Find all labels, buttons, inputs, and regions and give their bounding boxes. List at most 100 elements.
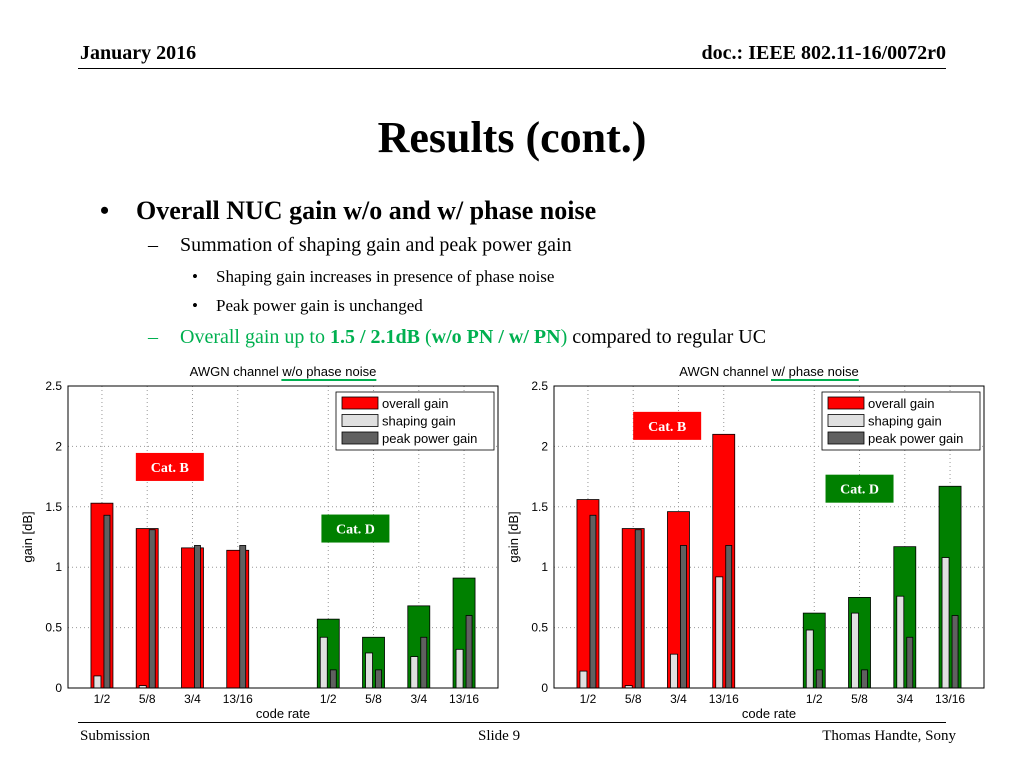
cat-b-annotation-label: Cat. B: [151, 461, 189, 476]
bar-peak-power-gain: [239, 545, 247, 689]
legend-label: shaping gain: [382, 414, 456, 429]
bar-peak-power-gain: [375, 669, 382, 689]
y-tick-label: 1.5: [45, 500, 62, 514]
bullet-sub1-item-1: • Shaping gain increases in presence of p…: [192, 267, 554, 287]
bullet-sub1: – Summation of shaping gain and peak powe…: [148, 234, 572, 257]
slide-title: Results (cont.): [377, 113, 647, 162]
legend-swatch: [341, 414, 379, 427]
legend-swatch: [827, 414, 865, 427]
header-doc-id: doc.: IEEE 802.11-16/0072r0: [701, 42, 946, 64]
x-tick-label: 13/16: [709, 692, 739, 706]
bullet-sub2-paren-close: ): [560, 326, 568, 348]
y-tick-label: 1: [55, 560, 62, 574]
legend-label: overall gain: [382, 396, 449, 411]
bar-peak-power-gain: [906, 636, 914, 689]
bar-peak-power-gain: [465, 615, 473, 689]
y-tick-label: 2.5: [45, 379, 62, 393]
x-tick-label: 1/2: [94, 692, 111, 706]
cat-b-annotation-label: Cat. B: [648, 420, 686, 435]
cat-d-annotation-label: Cat. D: [840, 483, 879, 498]
y-tick-label: 1.5: [531, 500, 548, 514]
y-tick-label: 2: [541, 439, 548, 453]
bar-peak-power-gain: [589, 514, 597, 689]
bullet-sub2-prefix: Overall gain up to: [180, 326, 330, 348]
legend-label: overall gain: [868, 396, 935, 411]
legend-label: peak power gain: [868, 431, 963, 446]
bullet-main-text: Overall NUC gain w/o and w/ phase noise: [136, 196, 597, 225]
bullet-dot: •: [100, 196, 110, 225]
legend-swatch: [827, 431, 865, 445]
bullet-sub1-item-2-text: Peak power gain is unchanged: [216, 296, 423, 315]
chart-without-phase-noise: AWGN channel w/o phase noise 0 0.5 1 1.5 2 2.5…: [20, 364, 499, 721]
y-axis-label: gain [dB]: [506, 511, 521, 562]
bullet-sub2-paren-open: (: [420, 326, 432, 348]
legend-swatch: [341, 396, 379, 410]
bullet-sub2: – Overall gain up to 1.5 / 2.1dB (w/o PN …: [148, 326, 766, 349]
bullet-sub1-item-1-text: Shaping gain increases in presence of ph…: [216, 267, 555, 286]
x-tick-label: 1/2: [806, 692, 823, 706]
bullet-sub2-suffix: compared to regular UC: [567, 326, 767, 348]
bar-shaping-gain: [715, 576, 724, 689]
legend-swatch: [827, 396, 865, 410]
chart-title-prefix: AWGN channel: [679, 364, 772, 379]
x-tick-label: 5/8: [365, 692, 382, 706]
bar-peak-power-gain: [148, 529, 156, 689]
bar-peak-power-gain: [725, 545, 733, 689]
bar-shaping-gain: [365, 652, 373, 689]
plot-frame: [67, 385, 499, 689]
x-tick-label: 5/8: [625, 692, 642, 706]
bar-shaping-gain: [319, 636, 328, 689]
x-tick-label: 1/2: [320, 692, 337, 706]
y-tick-label: 0: [55, 681, 62, 695]
cat-d-annotation-box: [825, 474, 894, 503]
x-tick-label: 3/4: [670, 692, 687, 706]
legend-swatch: [341, 431, 379, 445]
legend-label: shaping gain: [868, 414, 942, 429]
legend-label: peak power gain: [382, 431, 477, 446]
bar-peak-power-gain: [420, 636, 428, 689]
footer-rule: [78, 722, 946, 723]
x-tick-label: 3/4: [896, 692, 913, 706]
bar-shaping-gain: [805, 629, 814, 689]
bar-shaping-gain: [455, 648, 464, 689]
cat-b-annotation-box: [633, 411, 702, 440]
x-tick-label: 13/16: [449, 692, 479, 706]
x-tick-label: 5/8: [851, 692, 868, 706]
chart-title-underlined: w/ phase noise: [771, 364, 859, 379]
y-tick-label: 0.5: [531, 621, 548, 635]
bar-peak-power-gain: [951, 615, 959, 689]
bullet-sub2-paren-bold: w/o PN / w/ PN: [431, 326, 561, 348]
bar-shaping-gain: [896, 595, 905, 689]
chart-title-underlined: w/o phase noise: [281, 364, 376, 379]
footer-slide-number: Slide 9: [478, 728, 521, 744]
x-tick-label: 3/4: [410, 692, 427, 706]
bullet-dash: –: [148, 234, 158, 256]
bar-peak-power-gain: [634, 529, 642, 689]
y-tick-label: 1: [541, 560, 548, 574]
bullet-dot: •: [192, 296, 198, 315]
bar-peak-power-gain: [815, 669, 823, 689]
header-date: January 2016: [80, 42, 197, 64]
bar-shaping-gain: [851, 612, 859, 689]
y-tick-label: 2.5: [531, 379, 548, 393]
footer-submission: Submission: [80, 728, 151, 744]
y-tick-label: 0.5: [45, 621, 62, 635]
header-rule: [78, 68, 946, 69]
bullet-sub1-item-2: • Peak power gain is unchanged: [192, 296, 423, 316]
plot-frame: [553, 385, 985, 689]
bar-shaping-gain: [941, 557, 950, 689]
bullet-dot: •: [192, 267, 198, 286]
bar-shaping-gain: [579, 670, 588, 689]
x-tick-label: 13/16: [223, 692, 253, 706]
x-tick-label: 3/4: [184, 692, 201, 706]
chart-title-prefix: AWGN channel: [190, 364, 283, 379]
y-tick-label: 2: [55, 439, 62, 453]
x-tick-label: 13/16: [935, 692, 965, 706]
x-axis-label: code rate: [742, 706, 796, 721]
bar-peak-power-gain: [861, 669, 868, 689]
bar-shaping-gain: [410, 656, 419, 689]
bullet-main: • Overall NUC gain w/o and w/ phase noise: [100, 196, 596, 226]
x-axis-label: code rate: [256, 706, 310, 721]
bullet-sub2-value: 1.5 / 2.1dB: [329, 326, 420, 348]
chart-with-phase-noise: AWGN channel w/ phase noise 0 0.5 1 1.5 2 2.5 1…: [506, 364, 985, 721]
